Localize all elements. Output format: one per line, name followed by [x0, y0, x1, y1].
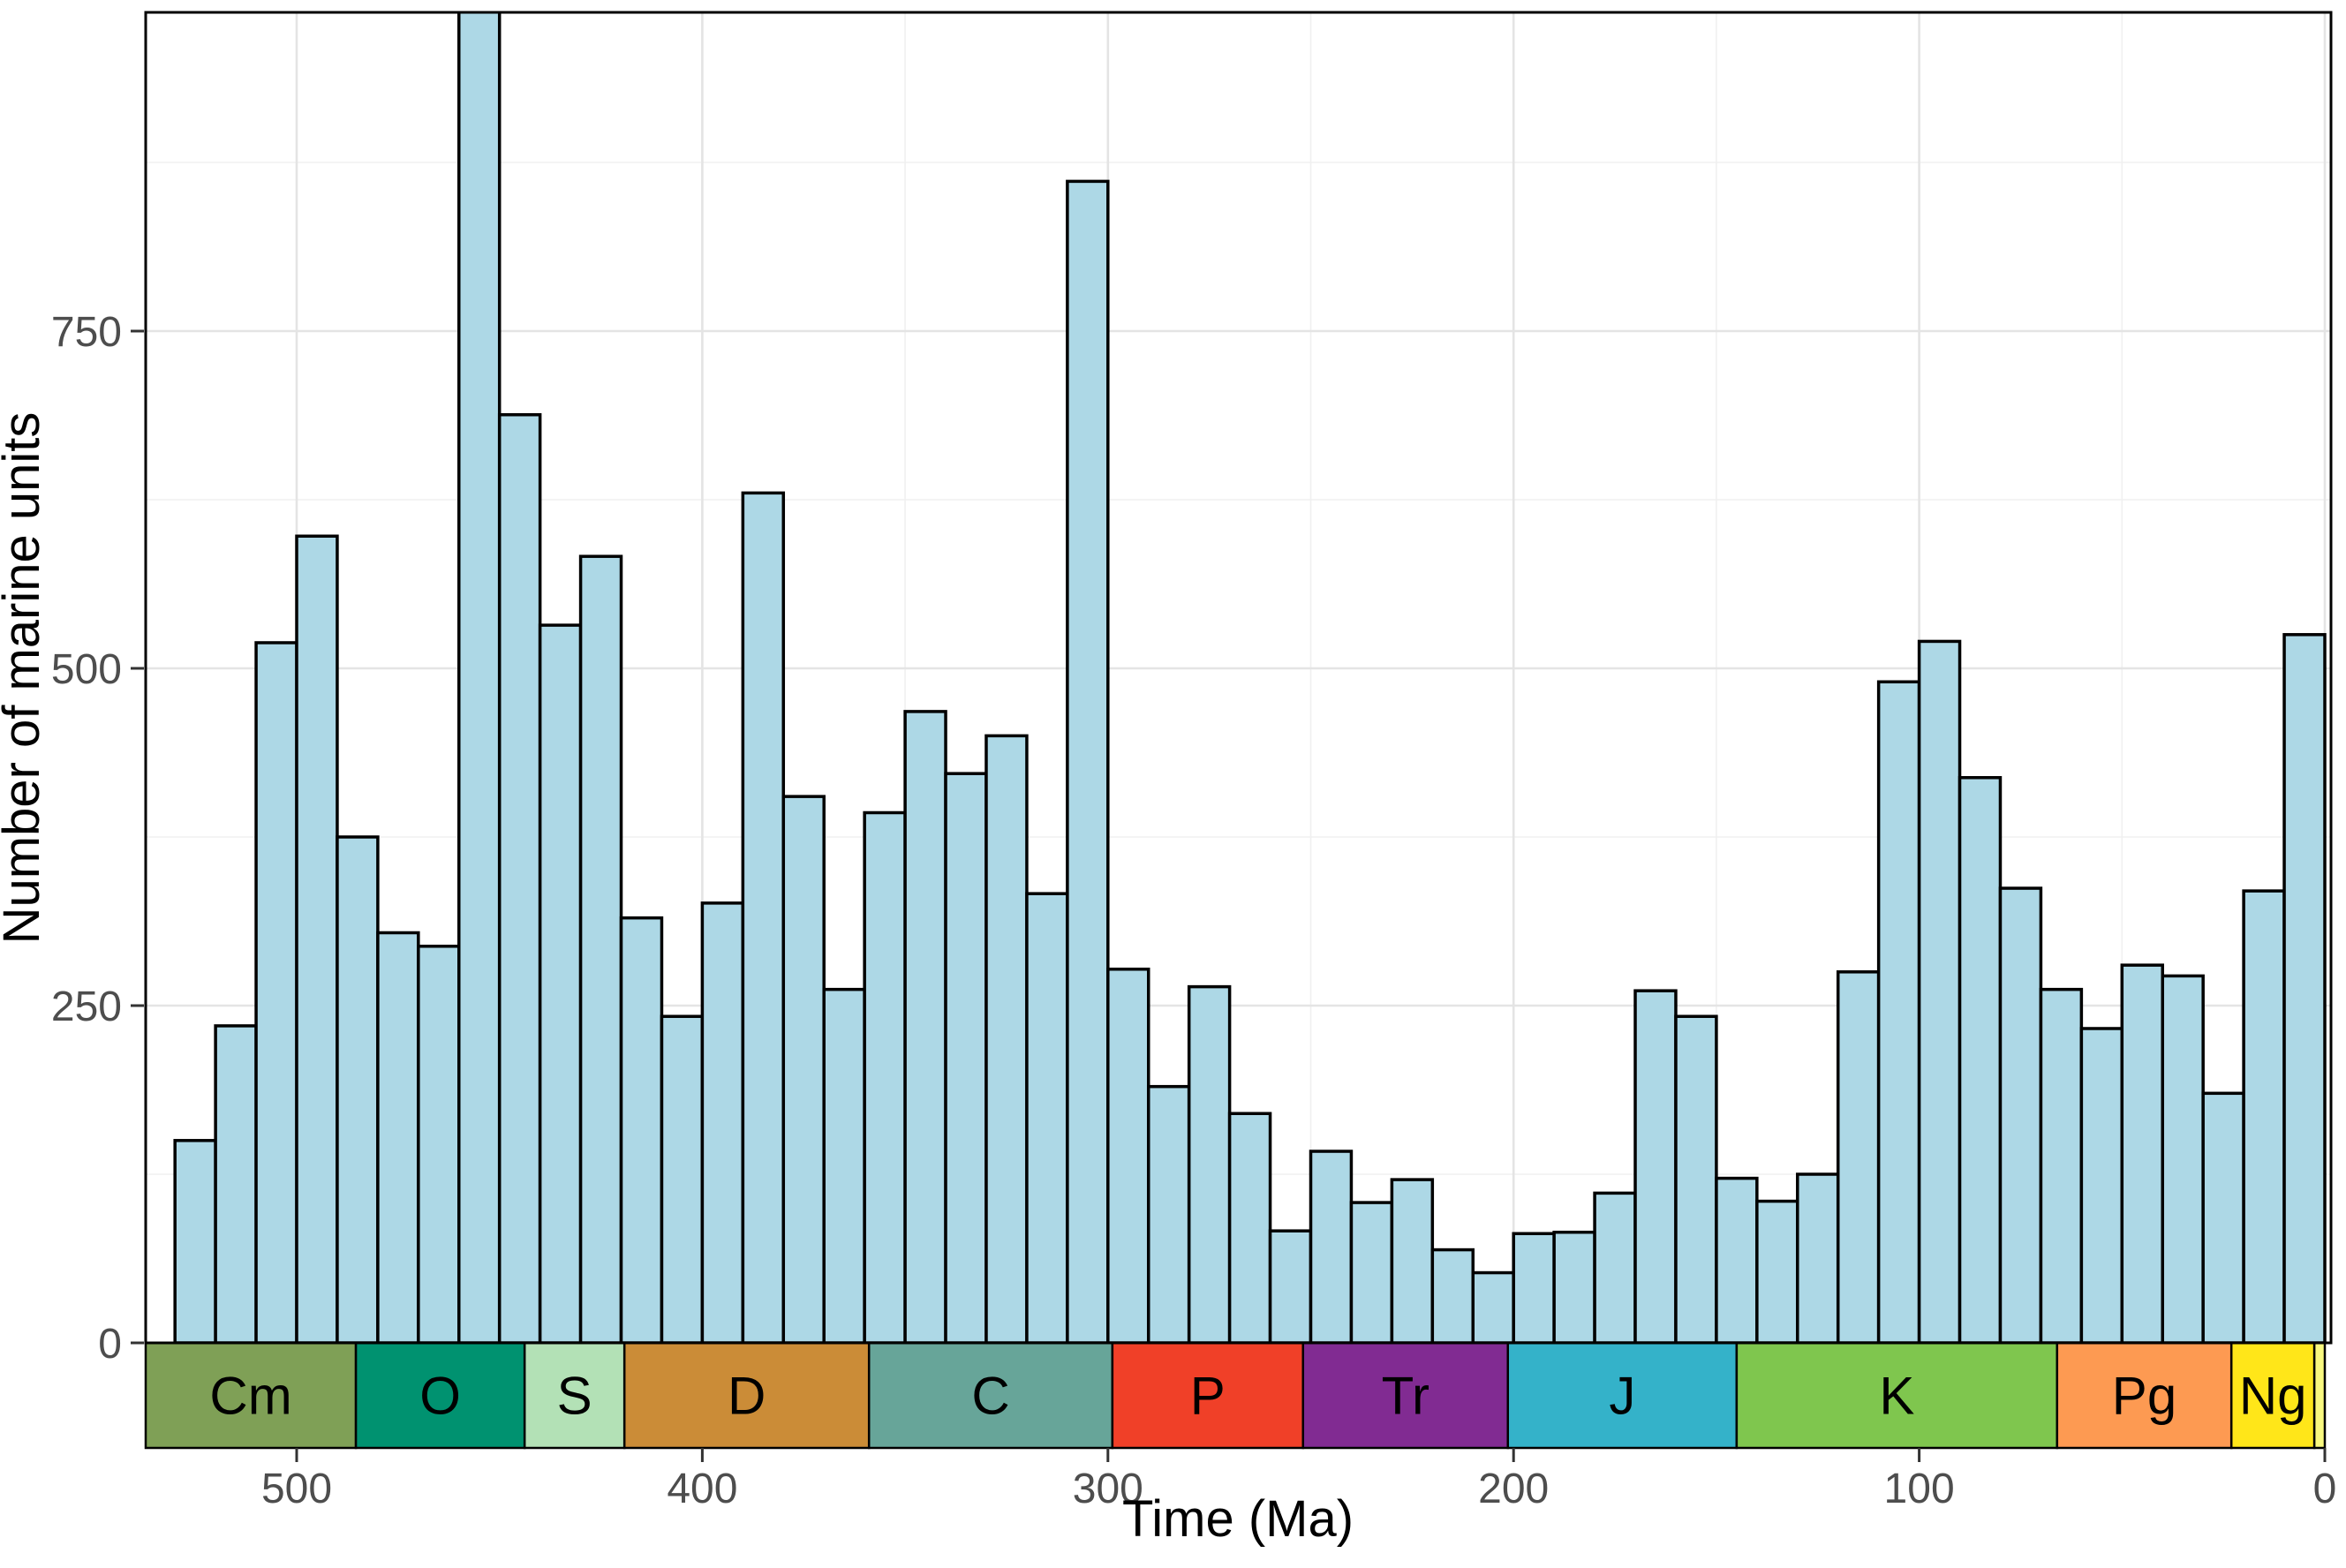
- histogram-bar: [741, 491, 786, 1343]
- x-axis-title: Time (Ma): [1122, 1490, 1354, 1548]
- histogram-bar: [2039, 987, 2084, 1343]
- period-box-neogene: [2229, 1341, 2316, 1450]
- tick-labels: 0 250 500 750 500 400 300 200 100 0: [51, 309, 2336, 1512]
- histogram-bar: [1106, 967, 1150, 1343]
- histogram-bar: [903, 710, 947, 1343]
- period-label-devonian: D: [728, 1367, 766, 1426]
- period-box-quaternary: [2312, 1341, 2327, 1450]
- histogram-bar: [214, 1024, 258, 1343]
- histogram-bar: [1227, 1112, 1272, 1343]
- histogram-bar: [1755, 1199, 1799, 1343]
- histogram-bar: [619, 916, 664, 1343]
- histogram-bar: [863, 810, 907, 1343]
- period-box-permian: [1111, 1341, 1305, 1450]
- axis-ticks: [131, 329, 2327, 1462]
- histogram-bar: [1917, 639, 1962, 1343]
- histogram-bar: [700, 901, 745, 1343]
- period-box-cambrian: [144, 1341, 358, 1450]
- y-tick-label: 0: [98, 1321, 122, 1368]
- period-box-carboniferous: [867, 1341, 1114, 1450]
- histogram-bar: [1471, 1270, 1515, 1343]
- histogram-bar: [2079, 1027, 2124, 1343]
- histogram-bar: [2120, 963, 2164, 1343]
- period-label-silurian: S: [557, 1367, 592, 1426]
- histogram-bar: [1430, 1248, 1475, 1343]
- period-box-silurian: [523, 1341, 626, 1450]
- histogram-bar: [1796, 1172, 1840, 1343]
- histogram-bar: [1066, 179, 1110, 1343]
- histogram-bar: [781, 795, 826, 1343]
- histogram-bar: [2282, 633, 2327, 1343]
- histogram-bar: [1390, 1178, 1435, 1343]
- histogram-bar: [578, 554, 623, 1343]
- histogram-bar: [376, 931, 420, 1343]
- histogram-bar: [497, 412, 542, 1343]
- period-box-cretaceous: [1735, 1341, 2059, 1450]
- period-box-triassic: [1301, 1341, 1510, 1450]
- y-tick-label: 500: [51, 646, 122, 693]
- y-tick-label: 750: [51, 309, 122, 356]
- histogram-bar: [1552, 1230, 1596, 1343]
- x-tick-label: 400: [667, 1466, 737, 1512]
- period-label-carboniferous: C: [971, 1367, 1009, 1426]
- histogram-bar: [1187, 984, 1232, 1343]
- x-tick-label: 100: [1884, 1466, 1955, 1512]
- period-label-permian: P: [1190, 1367, 1226, 1426]
- period-label-jurassic: J: [1609, 1367, 1635, 1426]
- period-label-ordovician: O: [419, 1367, 461, 1426]
- histogram-bar: [1674, 1014, 1718, 1343]
- histogram-bar: [1715, 1176, 1759, 1343]
- period-box-paleogene: [2056, 1341, 2233, 1450]
- histogram-bar: [1025, 892, 1069, 1343]
- histogram-bar: [1349, 1201, 1394, 1343]
- period-box-jurassic: [1506, 1341, 1739, 1450]
- period-label-triassic: Tr: [1382, 1367, 1429, 1426]
- histogram-bar: [2201, 1091, 2245, 1343]
- histogram-bar: [1268, 1229, 1313, 1343]
- x-tick-label: 200: [1478, 1466, 1549, 1512]
- histogram-bar: [944, 772, 988, 1343]
- y-axis-title: Number of marine units: [0, 412, 50, 945]
- period-box-ordovician: [354, 1341, 526, 1450]
- histogram-bar: [1998, 886, 2043, 1343]
- histogram-bar: [457, 13, 502, 1343]
- histogram-bar: [822, 987, 866, 1343]
- histogram-bar: [1309, 1150, 1354, 1343]
- x-tick-label: 500: [261, 1466, 332, 1512]
- histogram-bar: [660, 1014, 705, 1343]
- histogram-bar: [1146, 1084, 1191, 1343]
- plot-panel-border: [144, 11, 2333, 1345]
- period-label-cambrian: Cm: [209, 1367, 291, 1426]
- histogram-bar: [254, 641, 298, 1343]
- histogram-bar: [538, 623, 583, 1343]
- histogram-bar: [336, 835, 380, 1343]
- y-tick-label: 250: [51, 984, 122, 1030]
- geologic-period-band: Cm O S D C P Tr J K Pg Ng: [144, 1341, 2327, 1450]
- x-tick-label: 0: [2313, 1466, 2337, 1512]
- histogram-bar: [1593, 1191, 1637, 1343]
- histogram-bar: [1512, 1232, 1556, 1343]
- x-tick-label: 300: [1073, 1466, 1143, 1512]
- histogram-bar: [984, 734, 1029, 1343]
- period-label-paleogene: Pg: [2112, 1367, 2176, 1426]
- period-label-neogene: Ng: [2239, 1367, 2307, 1426]
- histogram-bar: [2161, 974, 2205, 1343]
- histogram-bar: [1836, 970, 1881, 1343]
- period-label-cretaceous: K: [1879, 1367, 1914, 1426]
- histogram-bar: [2242, 889, 2286, 1343]
- histogram-bar: [1958, 776, 2003, 1343]
- histogram-bar: [1633, 989, 1678, 1343]
- histogram-bar: [295, 534, 339, 1343]
- histogram-bars: [173, 13, 2327, 1343]
- histogram-bar: [173, 1139, 217, 1343]
- histogram-bar: [1876, 680, 1921, 1343]
- histogram-bar: [417, 945, 461, 1343]
